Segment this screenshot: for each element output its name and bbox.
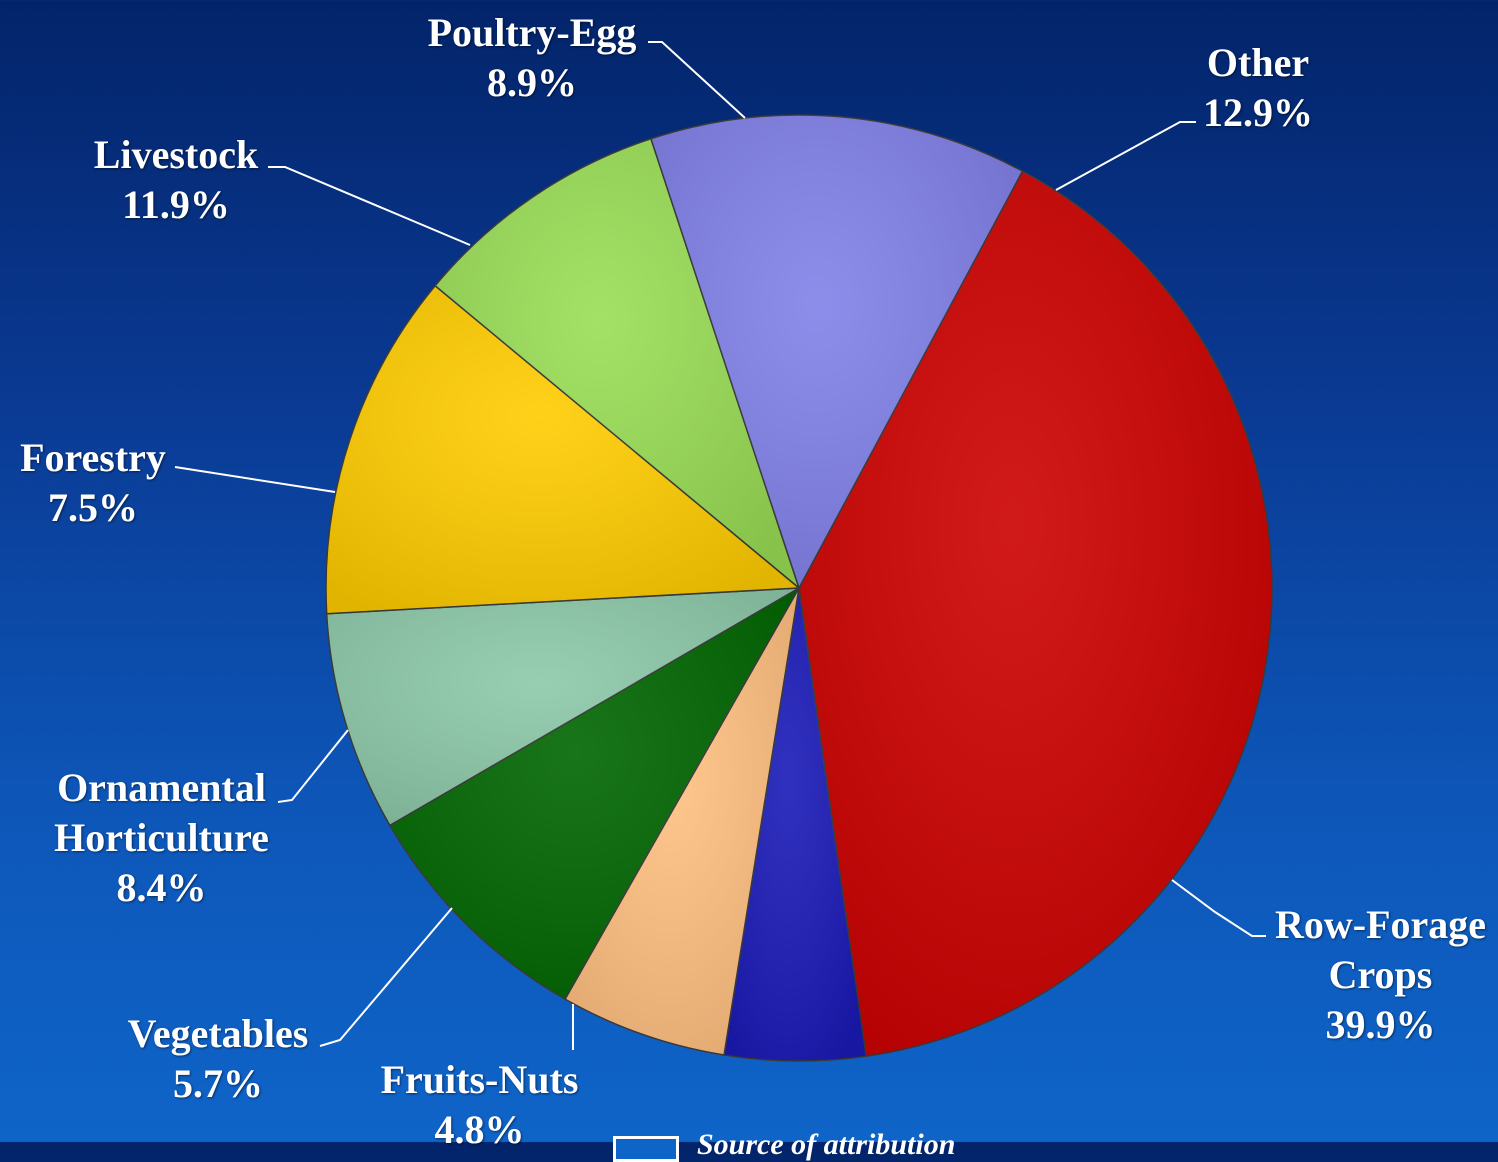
slice-value: 4.8% [434, 1107, 525, 1152]
footer-text: Source of attribution [697, 1128, 956, 1161]
leader-line-row-forage-crops [1171, 879, 1266, 937]
data-label-ornamental-horticulture: Ornamental Horticulture 8.4% [44, 763, 279, 913]
slice-label: Forestry [20, 435, 166, 480]
pie-slice-shading-fruits-nuts [724, 588, 867, 1061]
slice-label: Poultry-Egg [427, 10, 637, 55]
leader-line-poultry-egg [648, 41, 746, 119]
data-label-row-forage-crops: Row-Forage Crops 39.9% [1268, 900, 1493, 1050]
slice-value: 8.9% [487, 60, 577, 105]
pie-slice-shading-vegetables [565, 588, 799, 1056]
pie-slice-shading-row-forage-crops [799, 171, 1273, 1057]
pie-slice-shading-livestock [325, 285, 799, 614]
leader-line-vegetables [319, 907, 453, 1047]
slice-label: Vegetables [127, 1011, 309, 1056]
slice-value: 5.7% [173, 1061, 263, 1106]
slice-label: Other [1206, 40, 1310, 85]
slice-value: 11.9% [122, 182, 230, 227]
pie-slice-shading-other [650, 114, 1023, 588]
pie-slice-shading-poultry-egg [435, 138, 799, 588]
slice-label: Row-Forage Crops [1274, 902, 1487, 997]
leader-line-ornamental-horticulture [277, 729, 349, 803]
data-label-forestry: Forestry 7.5% [8, 433, 178, 533]
data-label-other: Other 12.9% [1198, 38, 1318, 138]
slice-label: Livestock [93, 132, 259, 177]
slice-value: 12.9% [1203, 90, 1313, 135]
slice-value: 39.9% [1325, 1002, 1436, 1047]
data-label-fruits-nuts: Fruits-Nuts 4.8% [372, 1055, 587, 1155]
data-label-livestock: Livestock 11.9% [85, 130, 267, 230]
slice-label: Ornamental Horticulture [54, 765, 269, 860]
pie-slice-shading-ornamental-horticulture [389, 588, 799, 1000]
leader-line-forestry [174, 466, 336, 493]
data-label-vegetables: Vegetables 5.7% [118, 1009, 318, 1109]
slice-value: 7.5% [48, 485, 138, 530]
data-label-poultry-egg: Poultry-Egg 8.9% [418, 8, 646, 108]
leader-line-livestock [268, 166, 471, 246]
slice-value: 8.4% [116, 865, 207, 910]
leader-line-other [1055, 121, 1196, 191]
footer-legend-box [613, 1136, 679, 1162]
slice-label: Fruits-Nuts [380, 1057, 579, 1102]
pie-slice-shading-forestry [326, 588, 799, 826]
